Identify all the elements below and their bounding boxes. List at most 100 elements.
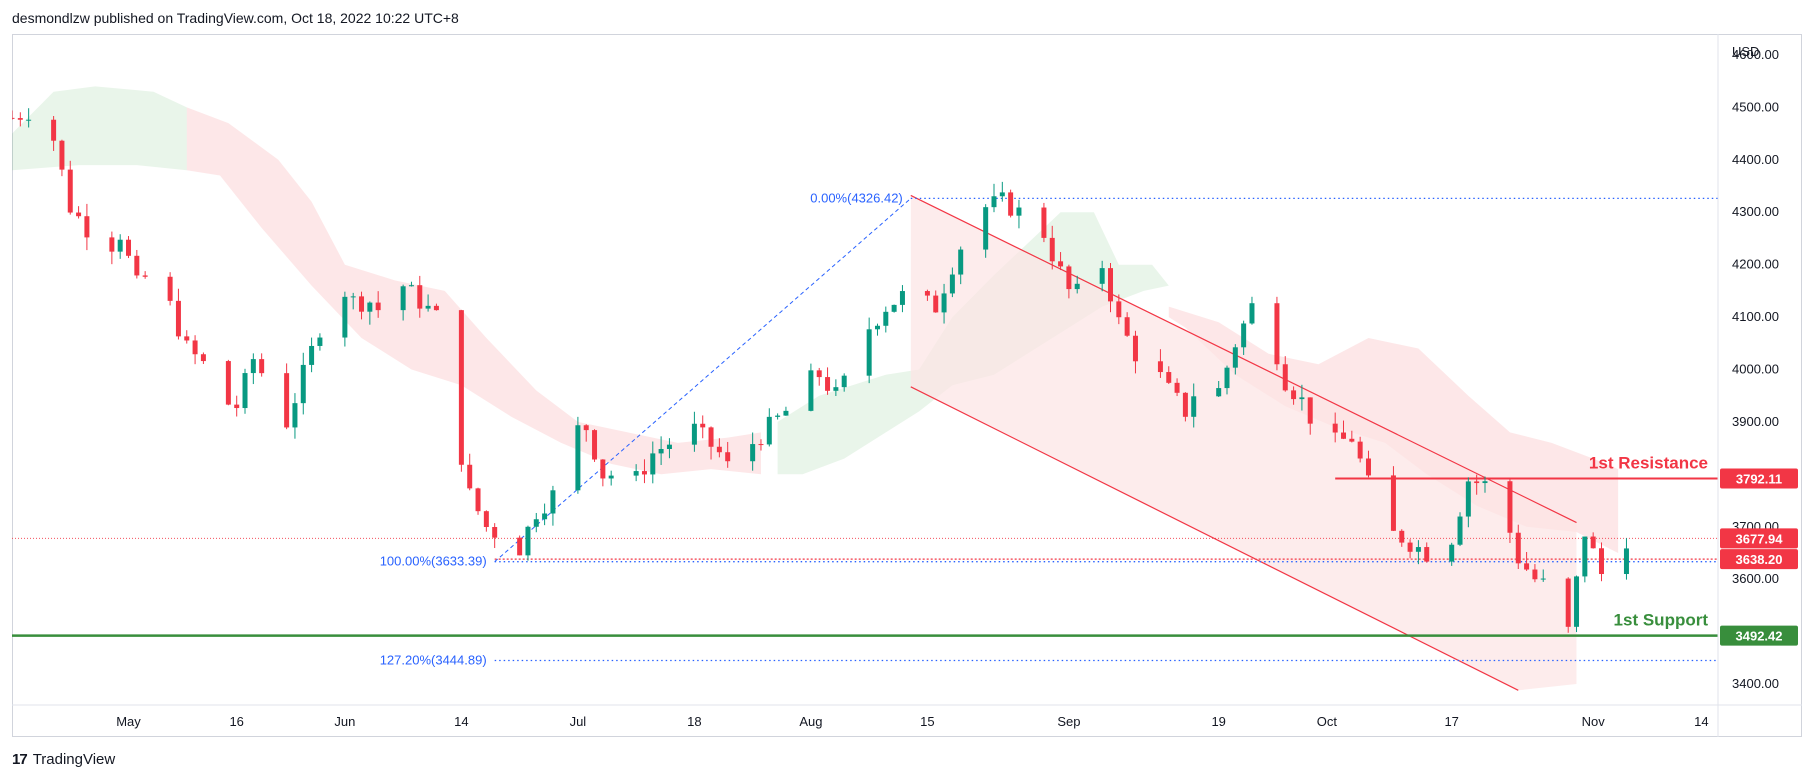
candle-body-61 <box>716 446 722 453</box>
candle-body-27 <box>317 337 323 346</box>
candle-body-87 <box>1016 207 1022 216</box>
candle-body-37 <box>433 305 439 311</box>
fib-level-label-2: 127.20%(3444.89) <box>380 652 487 667</box>
candle-body-29 <box>350 296 356 298</box>
channel-lower-line <box>910 386 1519 691</box>
candle-body-134 <box>1574 576 1580 627</box>
candle-body-14 <box>175 300 181 337</box>
candle-body-51 <box>600 459 606 479</box>
price-tag-bg-3 <box>1720 625 1798 646</box>
candle-body-78 <box>924 291 930 296</box>
candle-body-43 <box>517 537 523 556</box>
tradingview-brand: TradingView <box>32 751 116 768</box>
candle-body-55 <box>650 453 656 475</box>
candle-body-84 <box>991 196 997 208</box>
red-cloud-0 <box>186 107 762 475</box>
y-tick-label-9: 4300.00 <box>1732 204 1779 219</box>
candle-body-110 <box>1291 390 1297 400</box>
candle-body-107 <box>1249 303 1255 324</box>
candle-body-76 <box>891 304 897 312</box>
x-tick-label-4: Jul <box>570 714 587 729</box>
candle-body-127 <box>1482 481 1488 484</box>
candle-body-18 <box>225 361 231 405</box>
y-tick-label-6: 4000.00 <box>1732 362 1779 377</box>
candle-body-10 <box>126 239 132 256</box>
price-tag-label-0: 3792.11 <box>1736 471 1782 486</box>
x-tick-label-8: Sep <box>1057 714 1080 729</box>
fib-trend-line <box>494 198 912 563</box>
green-cloud-0 <box>12 86 187 171</box>
candle-body-8 <box>109 237 115 252</box>
candle-body-126 <box>1474 481 1480 484</box>
candle-body-113 <box>1332 423 1338 433</box>
candle-body-38 <box>458 310 464 465</box>
y-tick-label-8: 4200.00 <box>1732 257 1779 272</box>
candle-body-130 <box>1524 563 1530 570</box>
currency-label: USD <box>1732 44 1759 59</box>
candle-body-36 <box>425 305 431 309</box>
tradingview-logo-icon: 17 <box>12 751 28 768</box>
candle-body-22 <box>259 359 265 374</box>
x-tick-label-5: 18 <box>687 714 701 729</box>
candle-body-2 <box>26 119 32 121</box>
candle-body-83 <box>983 207 989 250</box>
candle-body-66 <box>775 415 781 417</box>
x-tick-label-13: 14 <box>1694 714 1708 729</box>
candle-body-86 <box>1008 192 1014 216</box>
candle-body-81 <box>949 274 955 294</box>
publisher-header: desmondlzw published on TradingView.com,… <box>12 10 459 26</box>
candle-body-24 <box>292 403 298 428</box>
candle-body-16 <box>192 340 198 355</box>
candle-body-7 <box>84 216 90 238</box>
candle-body-120 <box>1407 542 1413 552</box>
candle-body-50 <box>592 430 598 460</box>
candle-body-31 <box>367 302 373 312</box>
candle-body-98 <box>1157 361 1163 373</box>
candle-body-95 <box>1116 301 1122 318</box>
candle-body-124 <box>1457 516 1463 545</box>
candle-body-58 <box>691 423 697 445</box>
y-tick-label-11: 4500.00 <box>1732 99 1779 114</box>
candle-body-117 <box>1365 458 1371 476</box>
price-tag-label-1: 3677.94 <box>1736 531 1784 546</box>
candle-body-4 <box>59 140 65 170</box>
candle-body-93 <box>1099 268 1105 284</box>
candle-body-60 <box>708 427 714 447</box>
x-tick-label-7: 15 <box>920 714 934 729</box>
candle-body-39 <box>467 464 473 489</box>
candle-body-41 <box>483 511 489 528</box>
candle-body-114 <box>1341 432 1347 439</box>
candle-body-70 <box>825 377 831 391</box>
candle-body-108 <box>1274 303 1280 365</box>
candle-body-9 <box>117 239 123 252</box>
candle-body-74 <box>874 325 880 330</box>
candle-body-73 <box>866 329 872 376</box>
candle-body-20 <box>242 373 248 409</box>
price-tag-bg-1 <box>1720 528 1798 549</box>
candle-body-71 <box>833 387 839 391</box>
candle-body-63 <box>750 444 756 462</box>
candle-body-53 <box>633 471 639 476</box>
candle-body-79 <box>933 295 939 313</box>
candle-body-97 <box>1132 335 1138 362</box>
candle-body-46 <box>542 513 548 520</box>
candle-body-57 <box>666 444 672 450</box>
candle-body-12 <box>142 275 148 277</box>
tradingview-footer[interactable]: 17 TradingView <box>12 751 115 768</box>
candle-body-100 <box>1174 382 1180 393</box>
candle-body-40 <box>475 488 481 512</box>
candle-body-23 <box>284 373 290 428</box>
candle-body-115 <box>1349 438 1355 442</box>
x-tick-label-11: 17 <box>1444 714 1458 729</box>
candle-body-59 <box>700 423 706 428</box>
price-tag-label-3: 3492.42 <box>1736 629 1783 644</box>
candle-body-3 <box>51 119 57 141</box>
candle-body-119 <box>1399 530 1405 543</box>
candle-body-5 <box>67 169 73 213</box>
candle-body-112 <box>1307 397 1313 424</box>
candle-body-42 <box>492 527 498 538</box>
candle-body-77 <box>899 291 905 305</box>
candle-body-129 <box>1515 532 1521 564</box>
y-tick-label-2: 3600.00 <box>1732 571 1779 586</box>
